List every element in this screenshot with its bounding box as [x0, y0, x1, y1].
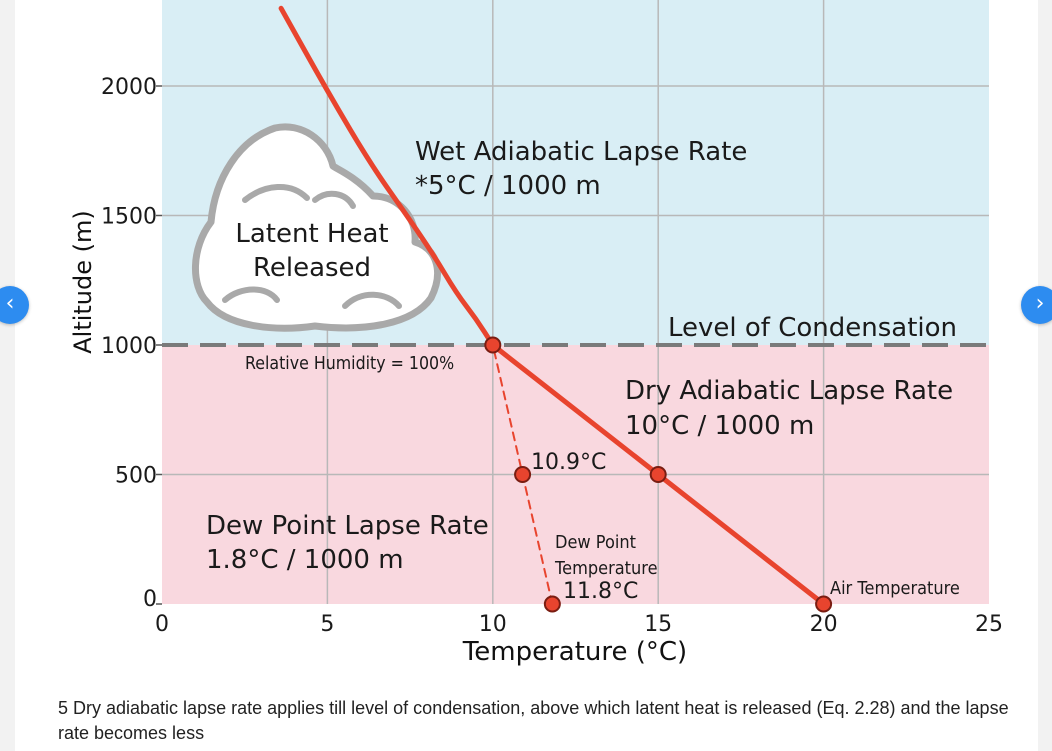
x-tick-label: 5 — [320, 612, 334, 637]
figure-panel: 0 5 10 15 20 25 0 500 1000 1500 2000 Altitude (m) … — [15, 0, 1038, 751]
y-tick-label: 1500 — [101, 205, 157, 230]
wet-rate-value: *5°C / 1000 m — [415, 171, 601, 201]
dry-rate-value: 10°C / 1000 m — [625, 411, 814, 441]
data-point-marker — [543, 595, 561, 613]
y-tick-label: 500 — [115, 464, 157, 489]
figure-caption: 5 Dry adiabatic lapse rate applies till … — [58, 698, 1009, 743]
cloud-icon — [192, 123, 442, 332]
x-tick-label: 20 — [810, 612, 838, 637]
y-tick-label: 2000 — [101, 75, 157, 100]
data-point-marker — [815, 595, 833, 613]
latent-heat-line1: Latent Heat — [235, 219, 388, 249]
dew-point-label-line2: Temperature — [554, 558, 657, 579]
air-temperature-label: Air Temperature — [830, 578, 960, 599]
data-point-marker — [649, 466, 667, 483]
air-temperature-curve — [278, 5, 827, 607]
x-tick-label: 0 — [155, 612, 169, 637]
data-point-marker — [484, 336, 502, 354]
data-point-marker — [514, 466, 532, 483]
dew-rate-value: 1.8°C / 1000 m — [206, 545, 404, 575]
dew-point-label-line1: Dew Point — [555, 532, 636, 553]
marker-layer — [484, 336, 833, 613]
dry-rate-title: Dry Adiabatic Lapse Rate — [625, 376, 953, 406]
y-tick-label: 0 — [143, 587, 157, 612]
y-tick-label: 1000 — [101, 334, 157, 359]
humidity-label: Relative Humidity = 100% — [245, 352, 454, 373]
x-tick-label: 15 — [644, 612, 672, 637]
x-tick-label: 25 — [975, 612, 1003, 637]
dew-mid-value: 10.9°C — [531, 450, 606, 475]
tick-labels: 0 5 10 15 20 25 0 500 1000 1500 2000 — [101, 75, 1003, 637]
condensation-label: Level of Condensation — [668, 313, 957, 343]
wet-rate-title: Wet Adiabatic Lapse Rate — [415, 137, 747, 167]
latent-heat-line2: Released — [253, 253, 371, 283]
dew-rate-title: Dew Point Lapse Rate — [206, 511, 489, 541]
dew-surface-value: 11.8°C — [563, 579, 638, 604]
previous-slide-button[interactable]: ‹ — [0, 286, 29, 324]
x-tick-label: 10 — [479, 612, 507, 637]
x-axis-label: Temperature (°C) — [462, 637, 687, 667]
y-axis-label: Altitude (m) — [69, 210, 97, 354]
next-slide-button[interactable]: › — [1021, 286, 1052, 324]
